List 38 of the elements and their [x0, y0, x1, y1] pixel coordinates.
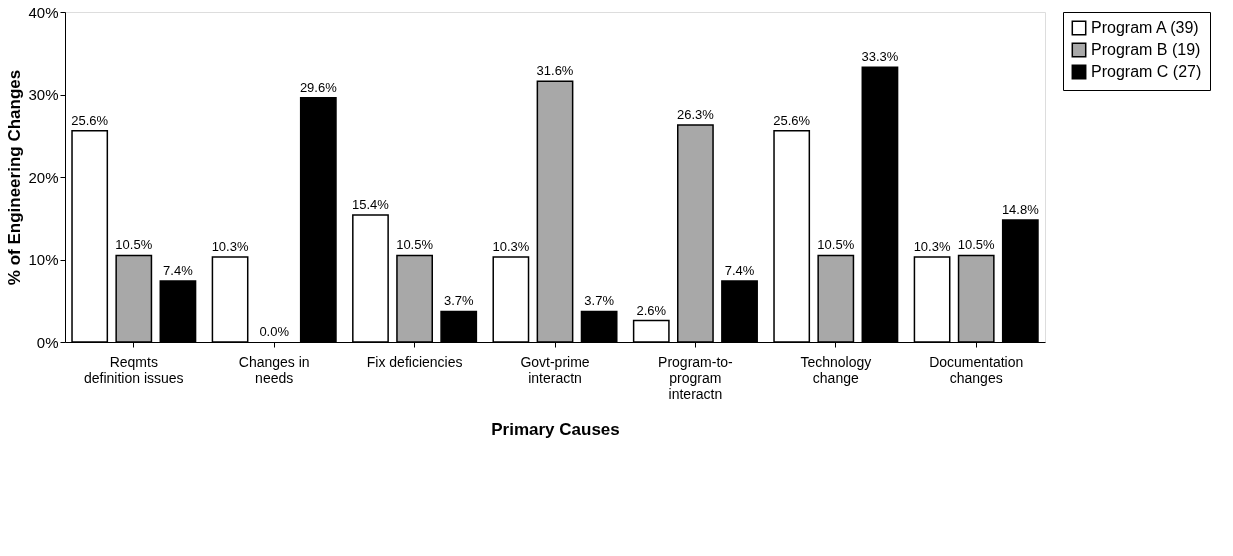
- data-label: 14.8%: [1001, 201, 1040, 217]
- y-tick-label: 30%: [28, 86, 59, 103]
- data-label: 29.6%: [299, 79, 338, 95]
- x-tick-label: Govt-prime interactn: [520, 353, 590, 386]
- data-label: 7.4%: [163, 262, 194, 278]
- data-label: 26.3%: [676, 107, 715, 123]
- data-label: 25.6%: [71, 112, 109, 128]
- data-label: 10.3%: [211, 239, 249, 255]
- data-label: 31.6%: [536, 63, 574, 79]
- y-tick-label: 40%: [28, 3, 59, 21]
- x-tick-label: Changes in needs: [238, 353, 310, 386]
- x-tick-label: Documentation changes: [929, 353, 1024, 386]
- data-label: 7.4%: [724, 262, 755, 278]
- data-label: 10.5%: [957, 237, 996, 253]
- data-label: 33.3%: [861, 49, 899, 65]
- y-tick-label: 20%: [28, 168, 59, 186]
- legend-label: Program B (19): [1091, 41, 1201, 58]
- data-label: 15.4%: [352, 196, 390, 212]
- y-tick-label: 10%: [28, 251, 59, 268]
- data-label: 3.7%: [443, 293, 474, 309]
- data-label: 10.3%: [913, 239, 951, 255]
- x-tick-label: Program-to- program interactn: [658, 353, 734, 402]
- data-label: 10.5%: [817, 237, 855, 253]
- data-label: 25.6%: [773, 112, 811, 128]
- y-axis-title: % of Engineering Changes: [5, 69, 25, 286]
- x-axis-title: Primary Causes: [491, 419, 620, 439]
- data-label: 0.0%: [259, 324, 290, 339]
- x-tick-label: Technology change: [800, 353, 872, 386]
- data-label: 2.6%: [636, 302, 667, 318]
- x-tick-label: Reqmts definition issues: [83, 353, 184, 386]
- y-tick-label: 0%: [36, 333, 59, 351]
- data-label: 10.5%: [396, 237, 434, 253]
- data-label: 10.3%: [492, 239, 530, 255]
- legend-label: Program C (27): [1091, 63, 1202, 80]
- legend-label: Program A (39): [1091, 19, 1199, 36]
- x-tick-label: Fix deficiencies: [366, 353, 463, 370]
- data-label: 10.5%: [115, 237, 153, 253]
- data-label: 3.7%: [584, 293, 615, 309]
